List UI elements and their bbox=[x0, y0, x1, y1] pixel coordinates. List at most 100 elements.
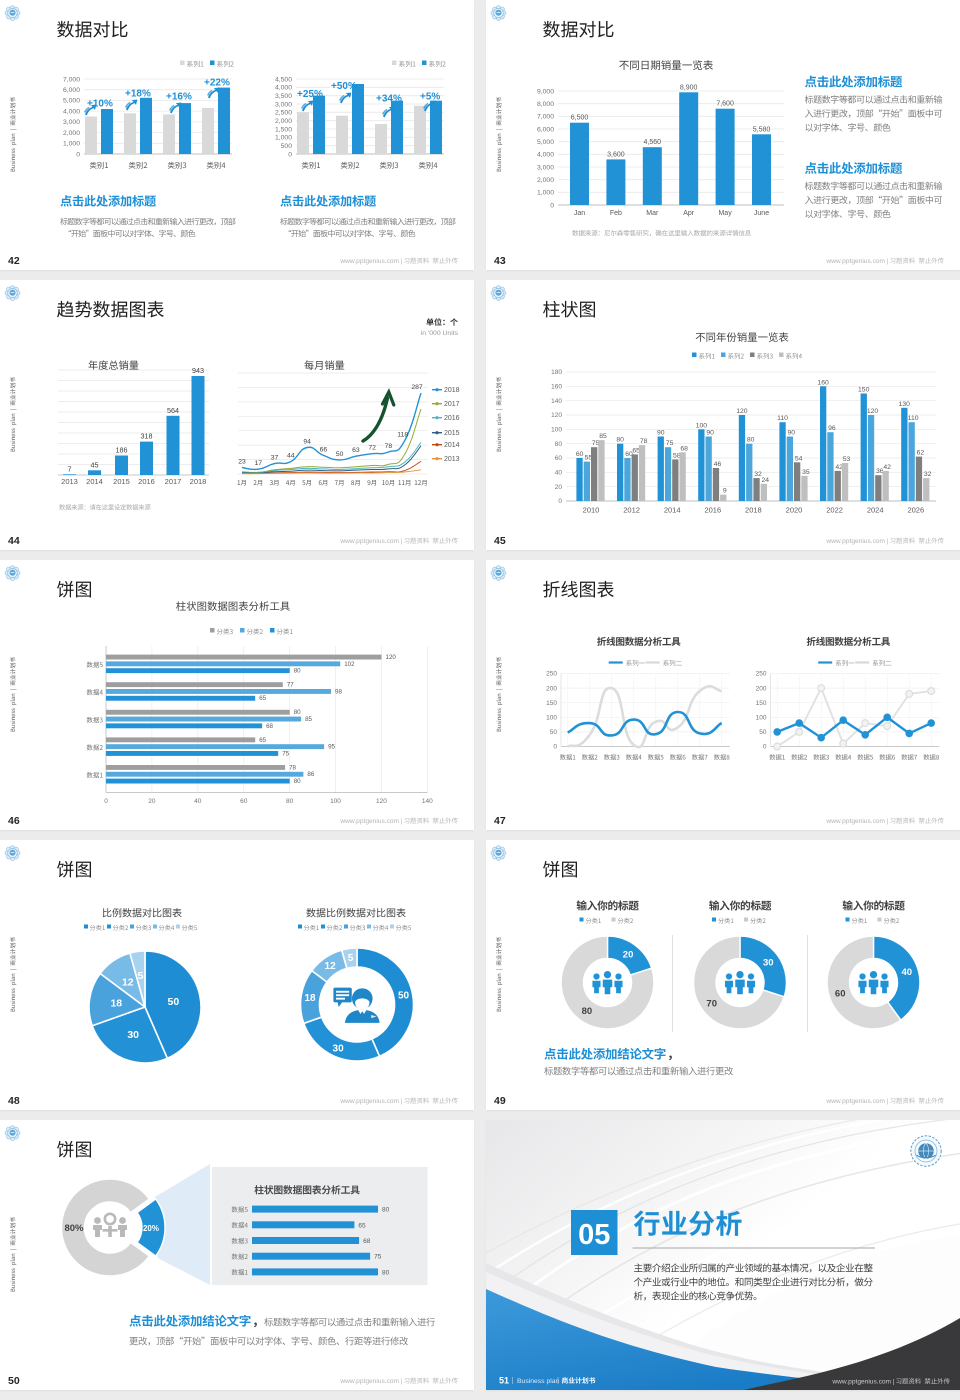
svg-text:60: 60 bbox=[835, 989, 846, 1000]
svg-text:www.pptgenius.com |: www.pptgenius.com | bbox=[339, 1098, 402, 1105]
svg-text:2016: 2016 bbox=[138, 477, 155, 486]
svg-text:77: 77 bbox=[287, 682, 294, 689]
svg-text:5: 5 bbox=[348, 953, 354, 964]
svg-text:90: 90 bbox=[657, 430, 665, 437]
svg-text:48: 48 bbox=[8, 1095, 20, 1107]
svg-text:6,000: 6,000 bbox=[63, 87, 80, 94]
svg-text:45: 45 bbox=[494, 535, 506, 547]
svg-text:564: 564 bbox=[167, 406, 179, 415]
svg-text:4,560: 4,560 bbox=[644, 139, 662, 146]
svg-text:2017: 2017 bbox=[165, 477, 182, 486]
svg-text:7,600: 7,600 bbox=[716, 101, 734, 108]
svg-text:2,000: 2,000 bbox=[63, 130, 80, 137]
svg-text:www.pptgenius.com |: www.pptgenius.com | bbox=[825, 818, 888, 825]
svg-text:60: 60 bbox=[555, 455, 563, 462]
svg-text:100: 100 bbox=[546, 715, 557, 722]
svg-text:160: 160 bbox=[551, 384, 562, 391]
svg-text:2018: 2018 bbox=[444, 387, 460, 394]
svg-text:30: 30 bbox=[763, 957, 774, 968]
svg-text:287: 287 bbox=[411, 384, 423, 391]
svg-text:90: 90 bbox=[788, 430, 796, 437]
svg-text:42: 42 bbox=[8, 255, 20, 267]
svg-text:2018: 2018 bbox=[745, 506, 762, 515]
svg-text:130: 130 bbox=[899, 401, 911, 408]
svg-text:46: 46 bbox=[8, 815, 20, 827]
svg-text:in '000 Units: in '000 Units bbox=[421, 330, 459, 337]
svg-text:80%: 80% bbox=[64, 1223, 84, 1234]
svg-text:Mar: Mar bbox=[646, 210, 659, 217]
svg-text:2014: 2014 bbox=[664, 506, 681, 515]
svg-text:120: 120 bbox=[376, 798, 387, 805]
svg-text:42: 42 bbox=[883, 464, 891, 471]
svg-text:9,000: 9,000 bbox=[537, 88, 554, 95]
svg-text:+34%: +34% bbox=[376, 94, 402, 105]
svg-text:75: 75 bbox=[592, 440, 600, 447]
svg-text:30: 30 bbox=[127, 1029, 139, 1041]
svg-text:100: 100 bbox=[330, 798, 341, 805]
svg-text:+5%: +5% bbox=[420, 91, 440, 102]
svg-text:+50%: +50% bbox=[331, 81, 357, 92]
svg-text:2024: 2024 bbox=[867, 506, 884, 515]
svg-text:2016: 2016 bbox=[704, 506, 721, 515]
svg-text:2,000: 2,000 bbox=[537, 177, 554, 184]
svg-text:75: 75 bbox=[374, 1254, 382, 1261]
svg-text:1,000: 1,000 bbox=[275, 135, 292, 142]
svg-text:2016: 2016 bbox=[444, 415, 460, 422]
svg-text:6,500: 6,500 bbox=[571, 115, 589, 122]
svg-text:150: 150 bbox=[546, 700, 557, 707]
svg-text:www.pptgenius.com |: www.pptgenius.com | bbox=[339, 1378, 402, 1385]
svg-text:7,000: 7,000 bbox=[63, 76, 80, 83]
svg-text:120: 120 bbox=[867, 408, 879, 415]
svg-text:9: 9 bbox=[723, 488, 727, 495]
svg-text:17: 17 bbox=[255, 460, 263, 467]
svg-text:4,000: 4,000 bbox=[63, 108, 80, 115]
svg-text:94: 94 bbox=[303, 439, 311, 446]
svg-text:65: 65 bbox=[259, 695, 266, 702]
svg-text:250: 250 bbox=[546, 671, 557, 678]
svg-text:20: 20 bbox=[555, 484, 563, 491]
svg-text:18: 18 bbox=[304, 993, 316, 1004]
svg-text:1,500: 1,500 bbox=[275, 126, 292, 133]
svg-text:80: 80 bbox=[382, 1207, 390, 1214]
svg-text:23: 23 bbox=[238, 459, 246, 466]
svg-text:2013: 2013 bbox=[444, 456, 460, 463]
svg-text:5,000: 5,000 bbox=[63, 98, 80, 105]
svg-text:80: 80 bbox=[747, 437, 755, 444]
svg-text:3,000: 3,000 bbox=[63, 119, 80, 126]
svg-text:24: 24 bbox=[762, 477, 770, 484]
svg-text:140: 140 bbox=[422, 798, 433, 805]
svg-text:+25%: +25% bbox=[297, 89, 323, 100]
svg-text:Feb: Feb bbox=[610, 210, 622, 217]
svg-text:50: 50 bbox=[168, 996, 180, 1008]
svg-text:0: 0 bbox=[104, 798, 108, 805]
svg-text:7: 7 bbox=[68, 464, 72, 473]
svg-text:250: 250 bbox=[756, 671, 767, 678]
svg-text:180: 180 bbox=[551, 369, 562, 376]
svg-text:0: 0 bbox=[288, 151, 292, 158]
svg-text:80: 80 bbox=[555, 441, 563, 448]
svg-text:7,000: 7,000 bbox=[537, 114, 554, 121]
svg-text:50: 50 bbox=[398, 990, 410, 1001]
svg-text:44: 44 bbox=[8, 535, 20, 547]
svg-text:05: 05 bbox=[578, 1219, 610, 1251]
svg-text:www.pptgenius.com |: www.pptgenius.com | bbox=[831, 1379, 894, 1386]
svg-text:+18%: +18% bbox=[125, 89, 151, 100]
svg-text:May: May bbox=[718, 210, 732, 217]
svg-text:102: 102 bbox=[344, 661, 355, 668]
svg-text:35: 35 bbox=[802, 469, 810, 476]
svg-text:150: 150 bbox=[858, 387, 870, 394]
svg-text:53: 53 bbox=[843, 456, 851, 463]
svg-text:2017: 2017 bbox=[444, 401, 460, 408]
svg-text:80: 80 bbox=[582, 1006, 593, 1017]
svg-text:62: 62 bbox=[917, 450, 925, 457]
svg-text:www.pptgenius.com |: www.pptgenius.com | bbox=[339, 818, 402, 825]
svg-text:4,500: 4,500 bbox=[275, 76, 292, 83]
svg-text:12: 12 bbox=[122, 977, 134, 989]
svg-text:20%: 20% bbox=[143, 1224, 159, 1233]
svg-text:70: 70 bbox=[706, 999, 717, 1010]
svg-text:+16%: +16% bbox=[166, 92, 192, 103]
svg-text:2010: 2010 bbox=[583, 506, 600, 515]
svg-text:95: 95 bbox=[328, 744, 335, 751]
svg-text:37: 37 bbox=[271, 455, 279, 462]
svg-text:100: 100 bbox=[696, 422, 708, 429]
